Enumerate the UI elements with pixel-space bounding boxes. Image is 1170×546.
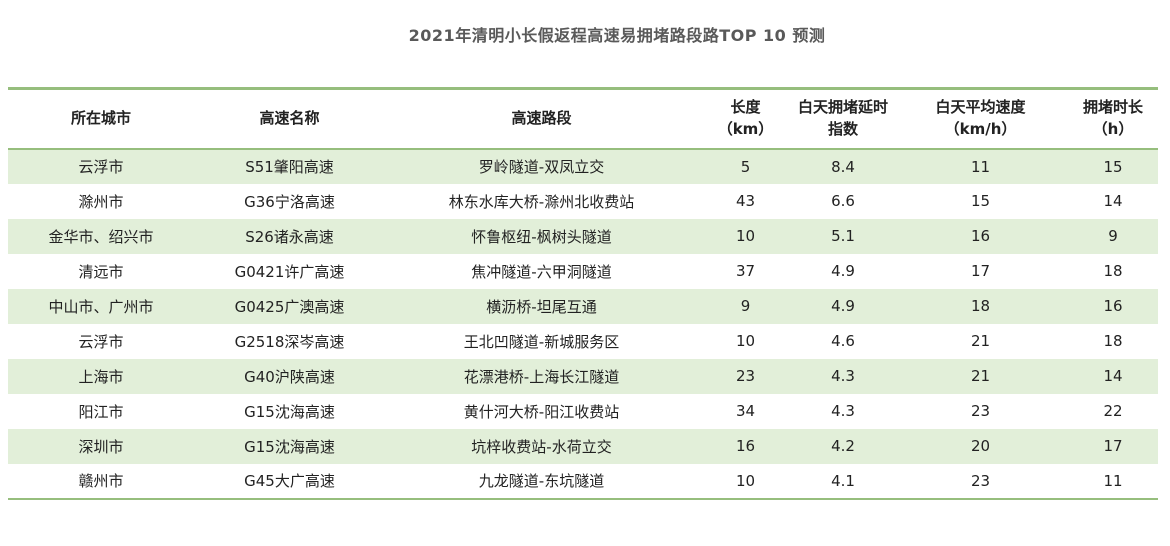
table-cell: 10	[735, 227, 756, 245]
table-cell: 横沥桥-坦尾互通	[486, 297, 597, 316]
table-cell: 37	[735, 262, 756, 280]
congestion-table-container: 所在城市 高速名称 高速路段 长度 （km） 白天拥堵延时 指数 白天平均速度 …	[8, 87, 1158, 500]
table-cell: 4.6	[831, 332, 855, 350]
table-cell: 王北凹隧道-新城服务区	[463, 332, 620, 351]
table-cell: 22	[1103, 402, 1123, 420]
table-cell: 4.9	[831, 262, 855, 280]
table-row: 赣州市 G45大广高速 九龙隧道-东坑隧道 10 4.1 23 11	[8, 464, 1158, 499]
table-cell: G2518深岑高速	[234, 332, 345, 351]
header-city: 所在城市	[70, 108, 131, 127]
table-cell: G15沈海高速	[244, 437, 335, 456]
table-cell: 11	[970, 157, 991, 176]
table-cell: G40沪陕高速	[244, 367, 335, 386]
table-cell: 15	[1103, 157, 1123, 176]
table-body: 云浮市 S51肇阳高速 罗岭隧道-双凤立交 5 8.4 11 15 滁州市 G36宁洛高速 林东水…	[8, 148, 1158, 499]
table-cell: 九龙隧道-东坑隧道	[478, 472, 605, 490]
table-cell: 18	[1103, 332, 1123, 350]
table-cell: 6.6	[831, 192, 855, 210]
header-congestion-duration: 拥堵时长 （h）	[1082, 98, 1143, 138]
header-daytime-congestion-index: 白天拥堵延时 指数	[797, 98, 888, 138]
table-cell: 4.9	[831, 297, 855, 315]
table-cell: 清远市	[78, 262, 124, 281]
table-cell: 9	[740, 297, 751, 315]
table-cell: 上海市	[78, 367, 124, 386]
table-row: 阳江市 G15沈海高速 黄什河大桥-阳江收费站 34 4.3 23 22	[8, 394, 1158, 429]
table-cell: 金华市、绍兴市	[48, 227, 154, 246]
table-cell: S26诸永高速	[245, 227, 334, 246]
table-cell: 怀鲁枢纽-枫树头隧道	[471, 227, 612, 246]
table-cell: 18	[1103, 262, 1123, 280]
table-cell: 17	[1103, 437, 1123, 455]
table-cell: 43	[735, 192, 756, 210]
table-cell: 20	[970, 437, 991, 455]
table-cell: G45大广高速	[244, 472, 335, 490]
table-row: 金华市、绍兴市 S26诸永高速 怀鲁枢纽-枫树头隧道 10 5.1 16 9	[8, 218, 1158, 254]
table-cell: 罗岭隧道-双凤立交	[478, 158, 605, 176]
table-cell: 中山市、广州市	[48, 297, 154, 316]
table-cell: 4.3	[831, 402, 855, 420]
table-cell: G15沈海高速	[244, 402, 335, 421]
table-cell: 5.1	[831, 227, 855, 245]
header-highway-name: 高速名称	[259, 108, 320, 127]
table-cell: 14	[1103, 192, 1123, 210]
table-cell: 4.1	[831, 471, 855, 490]
congestion-table: 所在城市 高速名称 高速路段 长度 （km） 白天拥堵延时 指数 白天平均速度 …	[8, 87, 1158, 500]
table-cell: 21	[970, 367, 991, 385]
header-length-km: 长度 （km）	[717, 98, 774, 138]
table-cell: 坑梓收费站-水荷立交	[471, 437, 612, 456]
table-cell: 5	[740, 157, 751, 176]
table-cell: 16	[970, 227, 991, 245]
header-road-section: 高速路段	[511, 108, 572, 127]
table-cell: 焦冲隧道-六甲洞隧道	[471, 262, 612, 281]
table-cell: 15	[970, 192, 991, 210]
table-cell: S51肇阳高速	[245, 158, 334, 176]
table-cell: 23	[735, 367, 756, 385]
table-row: 清远市 G0421许广高速 焦冲隧道-六甲洞隧道 37 4.9 17 18	[8, 254, 1158, 289]
table-cell: 9	[1108, 227, 1118, 245]
table-cell: 花漂港桥-上海长江隧道	[463, 367, 620, 386]
table-row: 云浮市 S51肇阳高速 罗岭隧道-双凤立交 5 8.4 11 15	[8, 148, 1158, 184]
table-cell: 10	[735, 332, 756, 350]
table-cell: 黄什河大桥-阳江收费站	[463, 402, 620, 421]
table-row: 云浮市 G2518深岑高速 王北凹隧道-新城服务区 10 4.6 21 18	[8, 324, 1158, 359]
table-header: 所在城市 高速名称 高速路段 长度 （km） 白天拥堵延时 指数 白天平均速度 …	[8, 89, 1158, 149]
table-cell: 16	[735, 437, 756, 455]
table-cell: 23	[970, 402, 991, 420]
table-cell: 林东水库大桥-滁州北收费站	[448, 192, 635, 211]
table-cell: 4.2	[831, 437, 855, 455]
table-cell: G0421许广高速	[234, 262, 345, 281]
table-cell: 18	[970, 297, 991, 315]
table-cell: 云浮市	[78, 332, 124, 351]
table-cell: G36宁洛高速	[244, 192, 335, 211]
table-row: 滁州市 G36宁洛高速 林东水库大桥-滁州北收费站 43 6.6 15 14	[8, 184, 1158, 219]
table-cell: 23	[970, 471, 991, 490]
table-cell: 阳江市	[78, 402, 124, 421]
table-cell: 11	[1103, 471, 1123, 490]
table-cell: 深圳市	[78, 437, 124, 456]
table-cell: 10	[735, 471, 756, 490]
table-cell: 21	[970, 332, 991, 350]
header-daytime-avg-speed: 白天平均速度 （km/h）	[935, 98, 1026, 138]
table-row: 上海市 G40沪陕高速 花漂港桥-上海长江隧道 23 4.3 21 14	[8, 358, 1158, 394]
table-cell: 14	[1103, 367, 1123, 385]
table-cell: 8.4	[831, 157, 855, 176]
table-row: 深圳市 G15沈海高速 坑梓收费站-水荷立交 16 4.2 20 17	[8, 428, 1158, 464]
page-title: 2021年清明小长假返程高速易拥堵路段路TOP 10 预测	[408, 26, 826, 45]
table-cell: 4.3	[831, 367, 855, 385]
table-cell: 赣州市	[78, 472, 124, 490]
table-cell: G0425广澳高速	[234, 297, 345, 316]
table-cell: 云浮市	[78, 158, 124, 176]
header-row: 所在城市 高速名称 高速路段 长度 （km） 白天拥堵延时 指数 白天平均速度 …	[8, 89, 1158, 149]
table-row: 中山市、广州市 G0425广澳高速 横沥桥-坦尾互通 9 4.9 18 16	[8, 288, 1158, 324]
table-cell: 滁州市	[78, 192, 124, 211]
table-cell: 17	[970, 262, 991, 280]
table-cell: 16	[1103, 297, 1123, 315]
table-cell: 34	[735, 402, 756, 420]
